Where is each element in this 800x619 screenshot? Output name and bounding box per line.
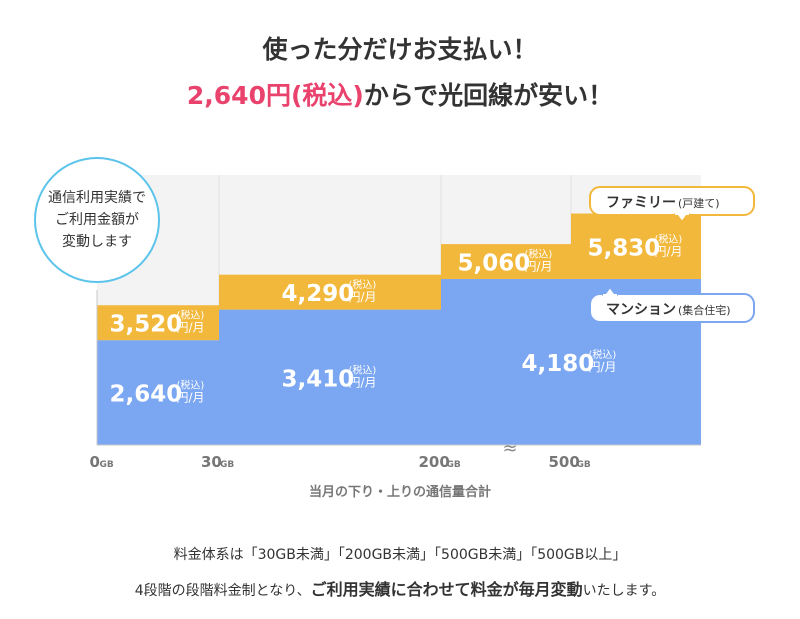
- label-family-2-tax: (税込): [349, 278, 377, 291]
- label-mansion-1-amount: 2,640: [110, 382, 183, 408]
- tick-unit-200: GB: [447, 460, 461, 470]
- usage-callout-circle: [34, 157, 160, 283]
- bar-mansion-2: [219, 309, 441, 445]
- label-mansion-3-amount: 4,180: [522, 351, 595, 377]
- label-family-2-amount: 4,290: [282, 281, 355, 307]
- tick-unit-500: GB: [577, 460, 591, 470]
- tick-num-200: 200: [419, 453, 450, 471]
- family-series-tag-sub: (戸建て): [678, 196, 720, 210]
- variable-note: 4段階の段階料金制となり、ご利用実績に合わせて料金が毎月変動いたします。: [0, 576, 800, 600]
- bar-family-2: [219, 274, 441, 310]
- label-family-3: 5,060(税込)円/月: [458, 248, 553, 277]
- variable-note-prefix: 4段階の段階料金制となり、: [134, 583, 311, 599]
- label-family-3-tax: (税込): [525, 248, 553, 261]
- tick-num-30: 30: [201, 453, 222, 471]
- price-rest: からで光回線が安い！: [363, 81, 614, 110]
- label-mansion-1: 2,640(税込)円/月: [110, 379, 205, 408]
- tick-num-500: 500: [549, 453, 580, 471]
- bar-mansion-1: [97, 340, 219, 445]
- label-mansion-2-unit: 円/月: [349, 375, 377, 389]
- label-family-3-amount: 5,060: [458, 251, 531, 277]
- bar-family-1: [97, 305, 219, 341]
- tick-num-0: 0: [90, 453, 100, 471]
- label-mansion-2: 3,410(税込)円/月: [282, 363, 377, 392]
- variable-note-suffix: いたします。: [582, 583, 666, 599]
- price-headline: 2,640円(税込)からで光回線が安い！: [0, 76, 800, 112]
- tick-unit-30: GB: [220, 460, 234, 470]
- label-mansion-1-unit: 円/月: [177, 391, 205, 405]
- label-family-3-unit: 円/月: [525, 260, 553, 274]
- variable-note-emphasis: ご利用実績に合わせて料金が毎月変動: [310, 580, 583, 599]
- price-accent: 2,640円(税込): [186, 81, 364, 110]
- label-family-1-unit: 円/月: [177, 321, 205, 335]
- label-family-2: 4,290(税込)円/月: [282, 278, 377, 307]
- axis-break-mark: ≈: [502, 438, 517, 459]
- family-series-tag: ファミリー (戸建て): [589, 186, 755, 224]
- label-family-4-tax: (税込): [655, 232, 683, 245]
- pricing-chart: 2,640(税込)円/月3,410(税込)円/月4,180(税込)円/月3,52…: [34, 157, 755, 500]
- label-mansion-1-tax: (税込): [177, 379, 205, 392]
- tick-label-500: 500GB: [549, 453, 591, 471]
- label-family-4-amount: 5,830: [588, 235, 661, 261]
- tick-label-0: 0 GB: [90, 453, 114, 471]
- mansion-series-tag-name: マンション: [606, 302, 676, 318]
- family-series-tag-name: ファミリー: [606, 195, 676, 211]
- label-family-1-amount: 3,520: [110, 312, 183, 338]
- bar-mansion-3: [441, 279, 571, 445]
- bar-family-4: [571, 213, 701, 280]
- mansion-series-tag-tail-mask: [603, 294, 617, 297]
- tick-unit-0: GB: [100, 460, 114, 470]
- label-mansion-3-unit: 円/月: [589, 360, 617, 374]
- bar-family-3: [441, 244, 571, 280]
- family-series-tag-tail-mask: [675, 212, 689, 215]
- label-family-4: 5,830(税込)円/月: [588, 232, 683, 261]
- label-mansion-3: 4,180(税込)円/月: [522, 348, 617, 377]
- tick-label-200: 200GB: [419, 453, 461, 471]
- label-family-2-unit: 円/月: [349, 290, 377, 304]
- pricing-note: 料金体系は「30GB未満」「200GB未満」「500GB未満」「500GB以上」: [173, 547, 627, 563]
- label-mansion-3-tax: (税込): [589, 348, 617, 361]
- tick-label-30: 30GB: [201, 453, 234, 471]
- page-title: 使った分だけお支払い！: [262, 35, 538, 64]
- label-mansion-2-amount: 3,410: [282, 366, 355, 392]
- label-family-1-tax: (税込): [177, 309, 205, 322]
- label-mansion-2-tax: (税込): [349, 363, 377, 376]
- x-axis-title: 当月の下り・上りの通信量合計: [309, 484, 491, 500]
- label-family-1: 3,520(税込)円/月: [110, 309, 205, 338]
- usage-callout-line-3: 変動します: [62, 233, 132, 250]
- mansion-series-tag-box: [589, 293, 755, 323]
- mansion-series-tag: マンション (集合住宅): [589, 285, 755, 323]
- usage-callout-line-1: 通信利用実績で: [48, 190, 146, 206]
- mansion-series-tag-sub: (集合住宅): [678, 303, 731, 317]
- family-series-tag-box: [589, 186, 755, 216]
- label-family-4-unit: 円/月: [655, 244, 683, 258]
- usage-callout-line-2: ご利用金額が: [55, 212, 139, 228]
